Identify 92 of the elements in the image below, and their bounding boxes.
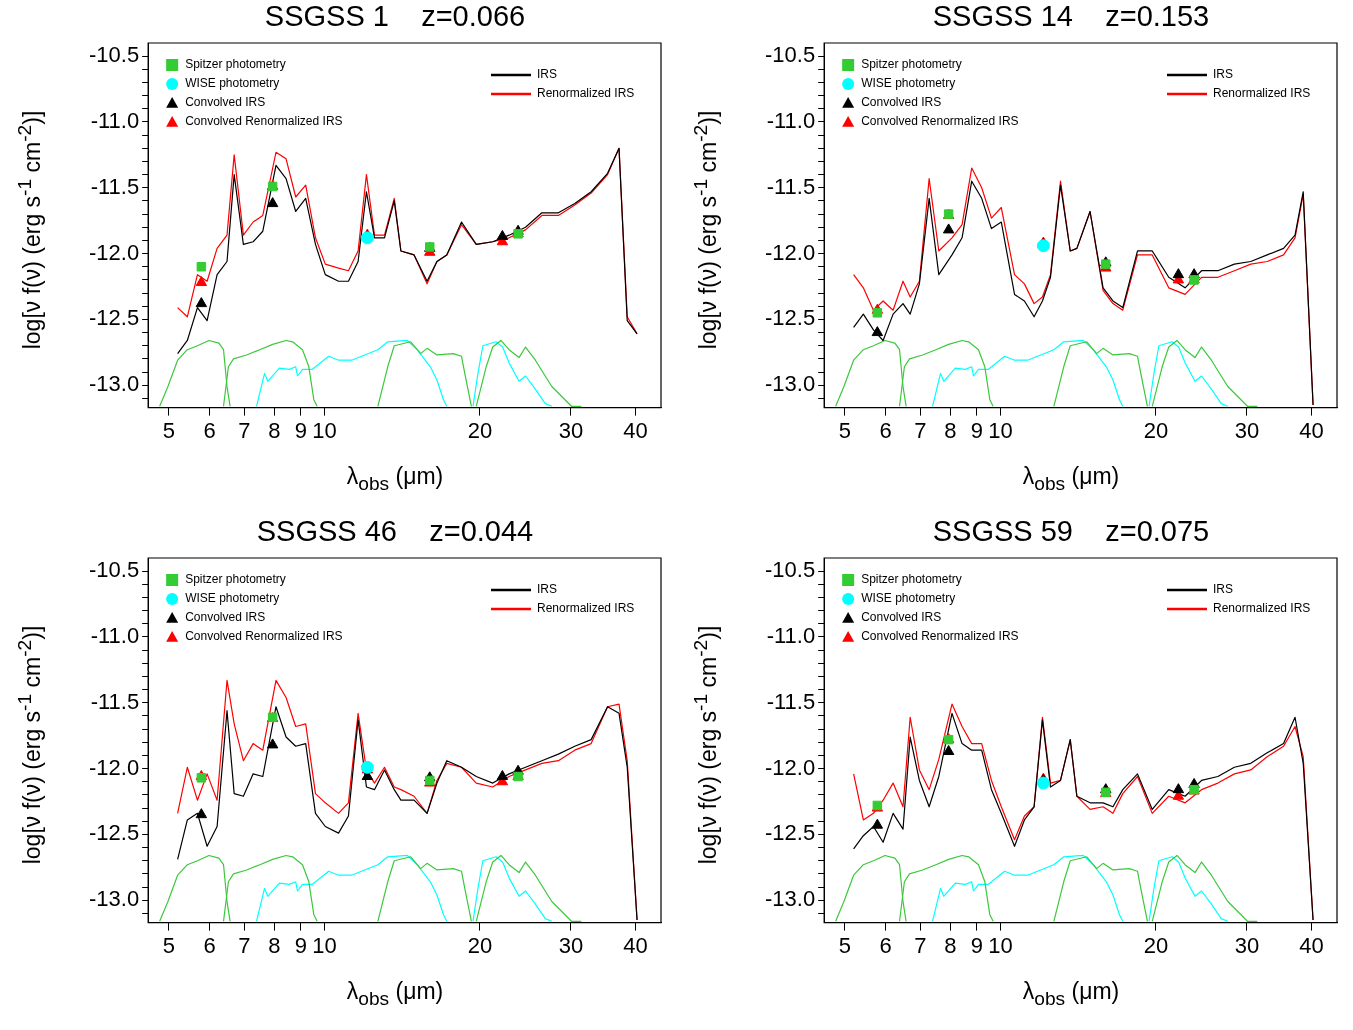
y-tick-label: -11.5	[766, 688, 816, 714]
legend-label: IRS	[1213, 582, 1234, 597]
x-tick-label: 8	[944, 417, 957, 443]
legend-label: IRS	[537, 582, 558, 597]
x-tick-label: 5	[162, 932, 175, 958]
x-tick-label: 8	[268, 417, 281, 443]
x-tick-label: 9	[294, 932, 307, 958]
x-tick-label: 20	[467, 932, 493, 958]
x-tick-label: 10	[312, 417, 337, 443]
x-tick-label: 40	[1299, 932, 1324, 958]
x-tick-label: 10	[988, 417, 1013, 443]
legend-label: WISE photometry	[185, 76, 280, 91]
x-tick-label: 10	[988, 932, 1013, 958]
x-tick-label: 9	[970, 932, 983, 958]
x-tick-label: 10	[312, 932, 337, 958]
legend-label: Spitzer photometry	[861, 57, 962, 72]
y-tick-label: -11.0	[766, 108, 816, 134]
x-tick-label: 6	[879, 417, 892, 443]
x-tick-label: 30	[1234, 932, 1260, 958]
y-tick-label: -12.0	[764, 754, 816, 780]
x-tick-label: 7	[238, 932, 251, 958]
x-tick-label: 6	[879, 932, 892, 958]
legend-label: Spitzer photometry	[185, 57, 286, 72]
y-tick-label: -11.0	[90, 623, 140, 649]
x-tick-label: 30	[558, 417, 584, 443]
y-tick-label: -12.5	[88, 305, 140, 331]
y-tick-label: -13.0	[88, 371, 140, 397]
x-tick-label: 40	[623, 417, 648, 443]
y-tick-label: -10.5	[764, 557, 816, 583]
x-tick-label: 20	[1143, 932, 1169, 958]
x-tick-label: 20	[467, 417, 493, 443]
y-tick-label: -13.0	[764, 886, 816, 912]
y-tick-label: -11.0	[766, 623, 816, 649]
x-tick-label: 6	[203, 932, 216, 958]
x-axis-title: λ$_{obs}$ (μm)	[1021, 978, 1121, 1010]
x-tick-label: 40	[1299, 417, 1324, 443]
legend-label: WISE photometry	[185, 591, 280, 606]
x-tick-label: 30	[1234, 417, 1260, 443]
legend-label: Renormalized IRS	[537, 86, 635, 101]
y-tick-label: -11.5	[766, 173, 816, 199]
y-tick-label: -12.0	[88, 239, 140, 265]
y-tick-label: -12.5	[764, 305, 816, 331]
y-tick-label: -12.0	[764, 239, 816, 265]
legend-label: Spitzer photometry	[861, 572, 962, 587]
legend-label: Convolved IRS	[185, 95, 266, 110]
x-tick-label: 5	[162, 417, 175, 443]
y-tick-label: -13.0	[764, 371, 816, 397]
x-tick-label: 7	[914, 932, 927, 958]
x-tick-label: 20	[1143, 417, 1169, 443]
legend-label: Renormalized IRS	[1213, 86, 1311, 101]
y-tick-label: -10.5	[764, 42, 816, 68]
chart-title: SSGSS 46 z=0.044	[255, 515, 535, 548]
chart-title: SSGSS 14 z=0.153	[931, 0, 1211, 33]
legend-label: Convolved IRS	[861, 95, 942, 110]
x-tick-label: 7	[914, 417, 927, 443]
y-tick-label: -12.5	[88, 820, 140, 846]
legend-label: Convolved Renormalized IRS	[861, 629, 1019, 644]
x-tick-label: 8	[944, 932, 957, 958]
y-tick-label: -11.0	[90, 108, 140, 134]
y-tick-label: -11.5	[90, 173, 140, 199]
y-tick-label: -11.5	[90, 688, 140, 714]
y-tick-label: -10.5	[88, 42, 140, 68]
x-tick-label: 9	[970, 417, 983, 443]
legend-label: IRS	[537, 67, 558, 82]
chart-title: SSGSS 1 z=0.066	[263, 0, 527, 33]
x-axis-title: λ$_{obs}$ (μm)	[345, 978, 445, 1010]
y-tick-label: -13.0	[88, 886, 140, 912]
x-tick-label: 9	[294, 417, 307, 443]
x-tick-label: 5	[838, 417, 851, 443]
legend-label: WISE photometry	[861, 591, 956, 606]
legend-label: Convolved IRS	[861, 610, 942, 625]
x-tick-label: 5	[838, 932, 851, 958]
legend-label: Spitzer photometry	[185, 572, 286, 587]
x-tick-label: 8	[268, 932, 281, 958]
legend-label: Convolved Renormalized IRS	[861, 114, 1019, 129]
legend-label: Renormalized IRS	[1213, 601, 1311, 616]
x-tick-label: 30	[558, 932, 584, 958]
x-tick-label: 7	[238, 417, 251, 443]
legend-label: IRS	[1213, 67, 1234, 82]
x-axis-title: λ$_{obs}$ (μm)	[345, 463, 445, 495]
legend-label: Convolved Renormalized IRS	[185, 114, 343, 129]
legend-label: WISE photometry	[861, 76, 956, 91]
x-tick-label: 6	[203, 417, 216, 443]
y-tick-label: -12.0	[88, 754, 140, 780]
chart-title: SSGSS 59 z=0.075	[931, 515, 1211, 548]
legend-label: Renormalized IRS	[537, 601, 635, 616]
y-tick-label: -12.5	[764, 820, 816, 846]
legend-label: Convolved IRS	[185, 610, 266, 625]
y-tick-label: -10.5	[88, 557, 140, 583]
x-tick-label: 40	[623, 932, 648, 958]
x-axis-title: λ$_{obs}$ (μm)	[1021, 463, 1121, 495]
legend-label: Convolved Renormalized IRS	[185, 629, 343, 644]
